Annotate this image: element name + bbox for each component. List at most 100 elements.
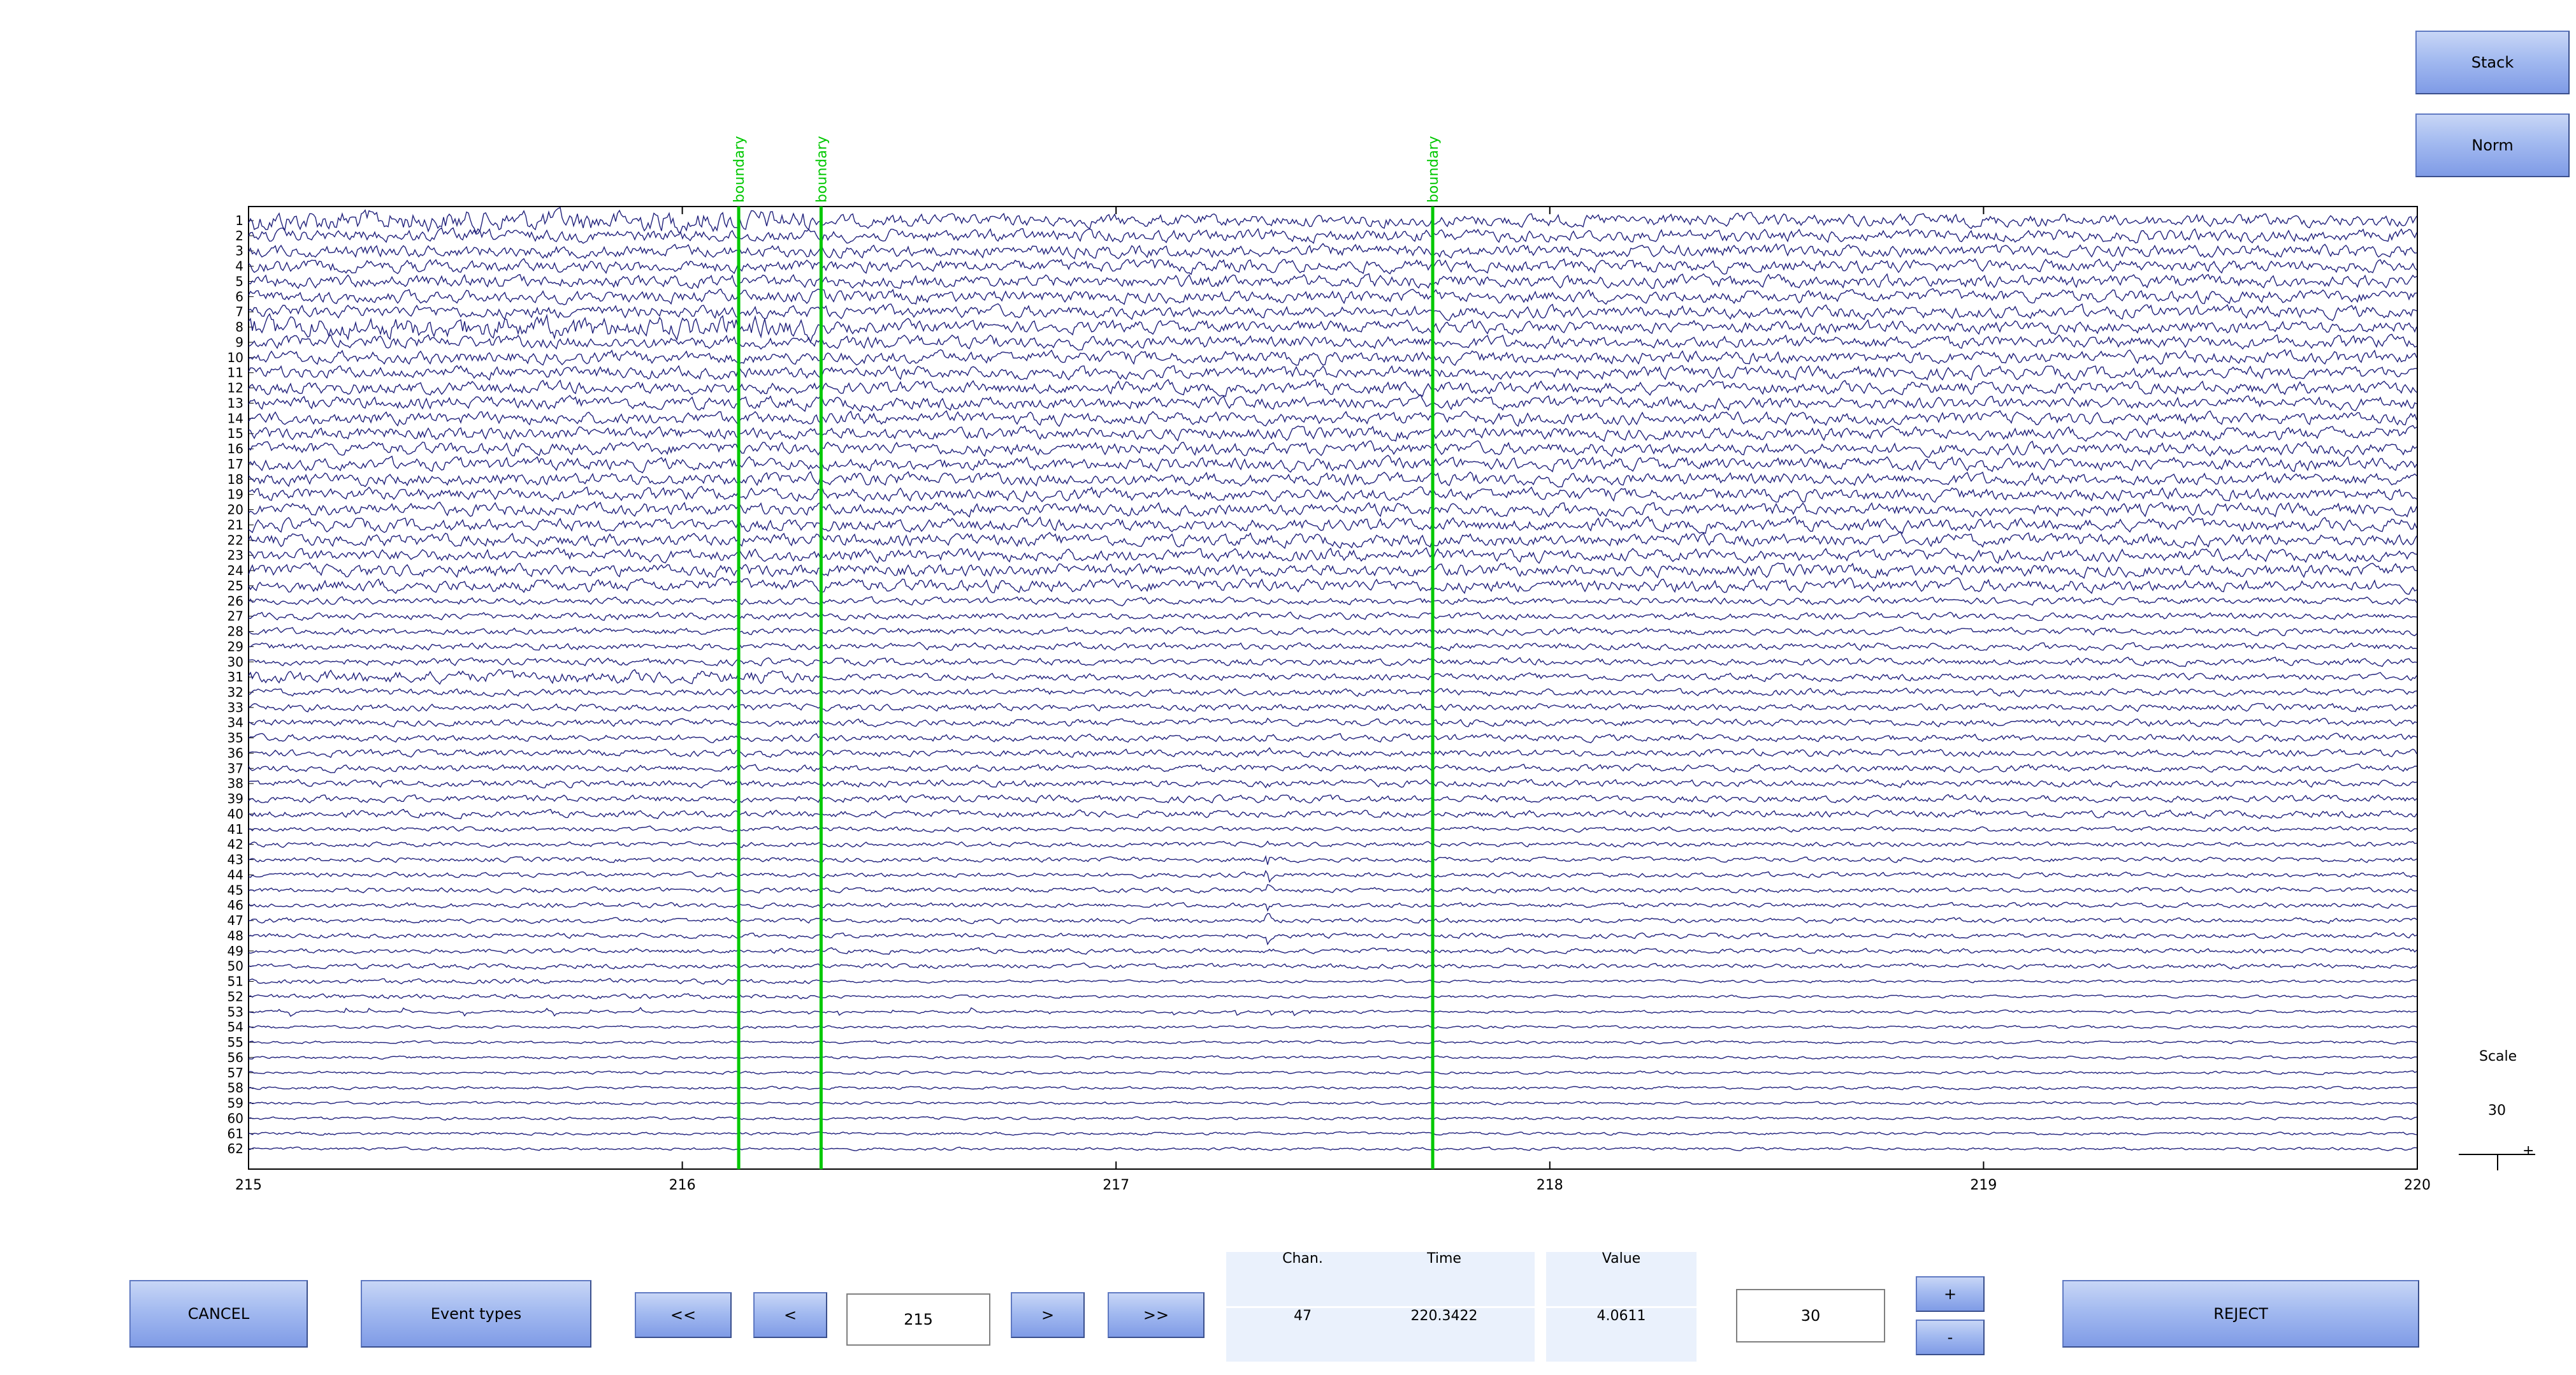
channel-label: 21 <box>228 517 243 532</box>
eeg-trace <box>248 394 2417 412</box>
cancel-button[interactable]: CANCEL <box>129 1280 308 1348</box>
channel-label: 2 <box>235 228 243 244</box>
channel-label: 40 <box>228 806 243 822</box>
channel-label: 34 <box>228 715 243 731</box>
channel-label: 9 <box>235 335 243 350</box>
scale-plus-glyph: + <box>2522 1143 2535 1159</box>
channel-label: 14 <box>228 411 243 426</box>
channel-label: 56 <box>228 1050 243 1065</box>
channel-label: 60 <box>228 1110 243 1126</box>
last-page-button[interactable]: >> <box>1108 1292 1205 1338</box>
eeg-trace <box>248 978 2417 986</box>
channel-label: 61 <box>228 1126 243 1141</box>
scale-label: Scale <box>2479 1049 2517 1065</box>
channel-label: 12 <box>228 381 243 396</box>
eeg-trace <box>248 227 2417 244</box>
next-page-button[interactable]: > <box>1011 1292 1085 1338</box>
norm-button[interactable]: Norm <box>2415 113 2570 177</box>
scale-value-label: 30 <box>2488 1103 2506 1119</box>
eeg-trace <box>248 702 2417 713</box>
channel-label: 51 <box>228 974 243 989</box>
eeg-trace <box>248 808 2417 820</box>
event-label: boundary <box>1426 136 1442 203</box>
channel-label: 52 <box>228 989 243 1004</box>
eeg-trace <box>248 303 2417 321</box>
channel-label: 48 <box>228 928 243 943</box>
channel-label: 15 <box>228 426 243 441</box>
reject-button[interactable]: REJECT <box>2062 1280 2419 1348</box>
eeg-trace <box>248 425 2417 442</box>
eeg-trace <box>248 455 2417 474</box>
channel-label: 47 <box>228 913 243 928</box>
channel-label: 57 <box>228 1065 243 1080</box>
eeg-trace <box>248 595 2417 607</box>
channel-label: 50 <box>228 959 243 974</box>
channel-label: 23 <box>228 548 243 563</box>
channel-label: 28 <box>228 624 243 639</box>
eeg-trace <box>248 884 2417 894</box>
eeg-trace <box>248 932 2417 946</box>
channel-label: 55 <box>228 1035 243 1050</box>
eeg-trace <box>248 410 2417 427</box>
channel-label: 62 <box>228 1141 243 1156</box>
scale-increase-button[interactable]: + <box>1916 1276 1985 1312</box>
channel-label: 19 <box>228 487 243 502</box>
eeg-trace <box>248 901 2417 912</box>
eeg-trace <box>248 1100 2417 1106</box>
eeg-trace <box>248 243 2417 260</box>
eeg-trace <box>248 1116 2417 1121</box>
stack-button[interactable]: Stack <box>2415 31 2570 94</box>
prev-page-button[interactable]: < <box>753 1292 827 1338</box>
eeg-trace <box>249 547 2417 564</box>
chan-time-panel <box>1226 1252 1535 1362</box>
eeg-trace <box>248 747 2417 759</box>
eeg-trace <box>248 778 2417 789</box>
event-types-button[interactable]: Event types <box>361 1280 591 1348</box>
channel-label: 16 <box>228 441 243 456</box>
eeg-trace <box>249 840 2417 848</box>
channel-label: 22 <box>228 532 243 548</box>
scale-decrease-button[interactable]: - <box>1916 1320 1985 1355</box>
eeg-trace <box>248 1007 2417 1017</box>
channel-label: 53 <box>228 1004 243 1019</box>
eeg-trace <box>248 657 2417 667</box>
first-page-button[interactable]: << <box>635 1292 732 1338</box>
channel-label: 31 <box>228 669 243 685</box>
channel-label: 6 <box>235 289 243 304</box>
channel-label: 27 <box>228 609 243 624</box>
eeg-trace <box>248 626 2417 637</box>
eeg-trace <box>248 470 2417 488</box>
eeg-trace <box>248 1040 2417 1045</box>
eeg-trace <box>248 312 2417 343</box>
scale-bar-tick <box>2497 1154 2498 1170</box>
channel-label: 33 <box>228 700 243 715</box>
channel-label: 26 <box>228 593 243 609</box>
eeg-trace <box>248 826 2417 833</box>
value-panel <box>1546 1252 1697 1362</box>
eeg-trace <box>248 717 2417 728</box>
channel-label: 20 <box>228 502 243 518</box>
eeg-trace <box>248 1146 2417 1151</box>
chan-value: 47 <box>1294 1308 1312 1324</box>
channel-label: 17 <box>228 456 243 472</box>
x-tick-label: 218 <box>1537 1177 1563 1193</box>
scale-input[interactable]: 30 <box>1736 1289 1885 1342</box>
time-input[interactable]: 215 <box>846 1293 990 1346</box>
eeg-trace <box>248 273 2417 289</box>
value-value: 4.0611 <box>1596 1308 1646 1324</box>
eeg-trace <box>248 365 2417 381</box>
eeg-trace <box>248 641 2417 651</box>
channel-label: 35 <box>228 731 243 746</box>
eeg-trace <box>248 962 2417 970</box>
channel-label: 42 <box>228 837 243 852</box>
x-tick-label: 217 <box>1103 1177 1129 1193</box>
channel-label: 36 <box>228 745 243 760</box>
eeg-trace <box>248 611 2417 622</box>
eeg-trace <box>248 1086 2417 1091</box>
channel-label: 10 <box>228 350 243 365</box>
eeg-trace <box>248 855 2417 865</box>
eeg-trace <box>248 333 2417 351</box>
eeg-trace <box>248 669 2417 685</box>
channel-label: 29 <box>228 639 243 654</box>
